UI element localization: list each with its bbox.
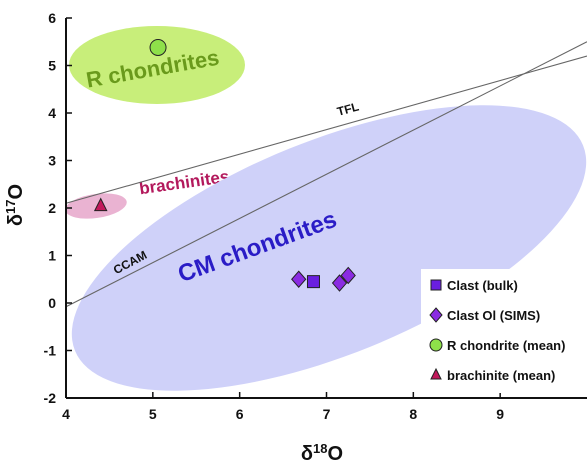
y-tick-label: 1: [48, 248, 56, 264]
data-point: [291, 270, 307, 289]
y-tick-label: 6: [48, 10, 56, 26]
reference-line-label: TFL: [336, 100, 361, 119]
x-tick-label: 4: [62, 406, 70, 422]
y-tick-label: 0: [48, 295, 56, 311]
y-tick-label: -1: [44, 343, 57, 359]
region-ellipse: [69, 26, 245, 104]
legend-marker: [430, 279, 442, 291]
legend-label: R chondrite (mean): [447, 338, 565, 353]
axes: 4 5 6 7 8 9 -2 -1 0 1 2 3 4 5 6: [44, 10, 587, 422]
legend-marker: [429, 338, 443, 352]
y-tick-label: 2: [48, 200, 56, 216]
legend-marker: [430, 367, 442, 380]
x-tick-label: 9: [496, 406, 504, 422]
x-tick-label: 7: [323, 406, 331, 422]
reference-line: [65, 55, 587, 204]
x-tick-label: 8: [409, 406, 417, 422]
legend-label: brachinite (mean): [447, 368, 555, 383]
y-tick-label: -2: [44, 390, 57, 406]
data-point: [149, 38, 167, 56]
data-point-layer: [93, 38, 356, 292]
x-tick-label: 6: [236, 406, 244, 422]
legend-label: Clast Ol (SIMS): [447, 308, 540, 323]
legend-marker: [429, 307, 443, 323]
reference-line: [65, 41, 587, 308]
legend-label: Clast (bulk): [447, 278, 518, 293]
x-axis-title: δ18O: [301, 441, 343, 465]
y-tick-label: 4: [48, 105, 56, 121]
region-ellipse: [71, 105, 587, 391]
y-axis-title: δ17O: [3, 184, 27, 226]
data-point: [93, 197, 108, 212]
data-point: [306, 275, 320, 289]
legend-box: [421, 269, 587, 393]
data-point: [331, 274, 348, 292]
y-tick-label: 3: [48, 153, 56, 169]
legend: Clast (bulk) Clast Ol (SIMS) R chondrite (…: [421, 269, 587, 393]
data-point: [340, 266, 356, 285]
x-tick-label: 5: [149, 406, 157, 422]
y-tick-label: 5: [48, 58, 56, 74]
